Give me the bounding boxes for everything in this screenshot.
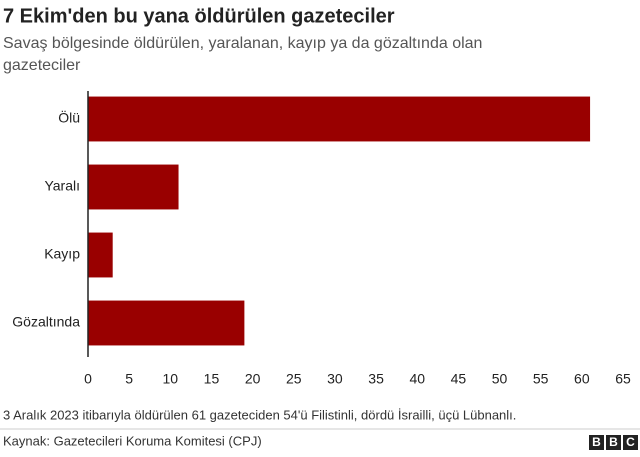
- x-tick-label: 50: [492, 371, 508, 387]
- bar: [88, 164, 179, 210]
- y-tick-label: Kayıp: [44, 246, 80, 262]
- logo-box: [606, 435, 621, 450]
- x-tick-label: 60: [574, 371, 590, 387]
- logo-letter: B: [609, 435, 618, 449]
- x-tick-label: 20: [245, 371, 261, 387]
- y-tick-label: Yaralı: [44, 178, 80, 194]
- logo: B B C: [589, 435, 638, 450]
- chart-title: 7 Ekim'den bu yana öldürülen gazeteciler: [3, 5, 395, 27]
- x-tick-label: 15: [204, 371, 220, 387]
- x-tick-label: 5: [125, 371, 133, 387]
- logo-letter: B: [592, 435, 601, 449]
- y-tick-label: Ölü: [58, 109, 80, 126]
- logo-box: [623, 435, 638, 450]
- subtitle: Savaş bölgesinde öldürülen, yaralanan, k…: [3, 35, 482, 52]
- bar: [88, 300, 245, 346]
- note: 3 Aralık 2023 itibarıyla öldürülen 61 ga…: [3, 407, 516, 422]
- logo-letter: C: [626, 435, 635, 449]
- subtitle: gazeteciler: [3, 57, 81, 74]
- x-tick-label: 35: [368, 371, 384, 387]
- x-tick-label: 65: [615, 371, 631, 387]
- bar: [88, 232, 113, 278]
- y-tick-label: Gözaltında: [12, 314, 80, 330]
- x-tick-label: 0: [84, 371, 92, 387]
- x-tick-label: 10: [163, 371, 179, 387]
- source: Kaynak: Gazetecileri Koruma Komitesi (CP…: [3, 433, 262, 448]
- x-tick-label: 40: [409, 371, 425, 387]
- x-tick-label: 25: [286, 371, 302, 387]
- logo-box: [589, 435, 604, 450]
- x-tick-label: 55: [533, 371, 549, 387]
- x-tick-label: 30: [327, 371, 343, 387]
- x-tick-label: 45: [451, 371, 467, 387]
- bar: [88, 96, 591, 142]
